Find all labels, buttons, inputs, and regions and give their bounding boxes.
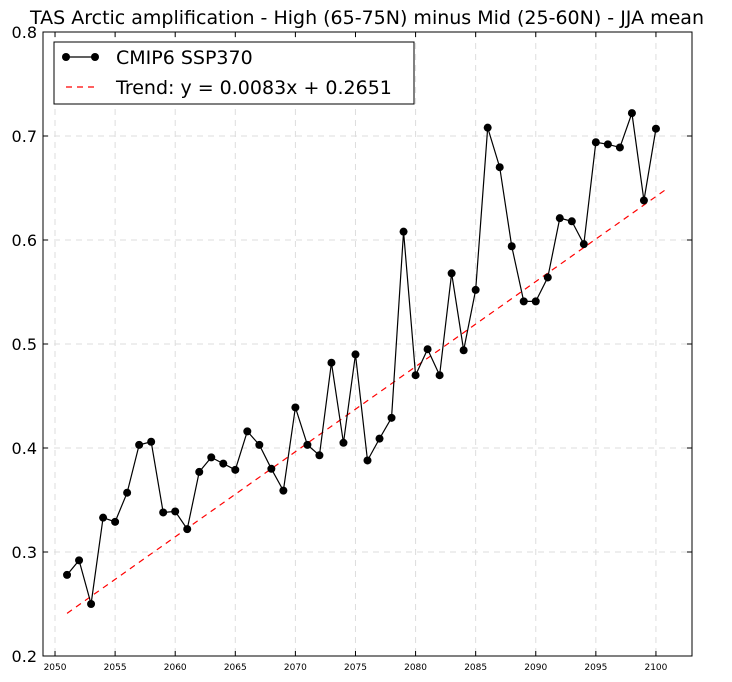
data-point: [99, 513, 108, 522]
data-point: [243, 427, 252, 436]
data-point: [147, 437, 156, 446]
legend-marker-series: [91, 53, 99, 61]
data-point: [267, 464, 276, 473]
data-point: [591, 138, 600, 147]
data-point: [531, 297, 540, 306]
trend-layer: [66, 187, 669, 614]
legend-label-series: CMIP6 SSP370: [116, 47, 253, 69]
data-point: [63, 570, 72, 579]
x-tick-label: 2050: [44, 663, 67, 673]
x-tick-label: 2075: [344, 663, 367, 673]
data-point: [135, 440, 144, 449]
data-point: [447, 269, 456, 278]
data-point: [255, 440, 264, 449]
data-point: [615, 143, 624, 152]
legend-box: [53, 41, 415, 105]
legend: CMIP6 SSP370 Trend: y = 0.0083x + 0.2651: [53, 41, 415, 105]
data-point: [123, 488, 132, 497]
data-point: [483, 123, 492, 132]
data-point: [519, 297, 528, 306]
x-tick-label: 2080: [404, 663, 427, 673]
data-point: [579, 240, 588, 249]
data-point: [567, 217, 576, 226]
axis-ticks: 2050 2055 2060 2065 2070 2075 2080 2085 2090 2095…: [12, 23, 692, 673]
x-tick-label: 2060: [164, 663, 187, 673]
data-point: [291, 403, 300, 412]
chart-title: TAS Arctic amplification - High (65-75N)…: [29, 7, 704, 29]
data-point: [159, 508, 168, 517]
series-line: [66, 112, 657, 605]
data-point: [75, 556, 84, 565]
trend-line: [66, 187, 669, 614]
data-point: [435, 371, 444, 380]
x-tick-label: 2100: [644, 663, 667, 673]
data-point: [303, 440, 312, 449]
data-point: [183, 525, 192, 534]
data-point: [327, 358, 336, 367]
data-point: [351, 350, 360, 359]
y-tick-label: 0.5: [12, 335, 37, 354]
series-layer: [63, 109, 660, 608]
y-tick-label: 0.7: [12, 127, 37, 146]
x-tick-label: 2095: [584, 663, 607, 673]
x-tick-label: 2070: [284, 663, 307, 673]
data-point: [231, 465, 240, 474]
legend-marker-series: [62, 53, 70, 61]
data-point: [603, 140, 612, 149]
x-tick-label: 2085: [464, 663, 487, 673]
y-tick-label: 0.6: [12, 231, 37, 250]
data-point: [639, 196, 648, 205]
data-point: [219, 459, 228, 468]
data-point: [387, 413, 396, 422]
data-point: [651, 124, 660, 133]
data-point: [171, 507, 180, 516]
data-point: [375, 434, 384, 443]
data-point: [627, 109, 636, 118]
data-point: [555, 214, 564, 223]
data-point: [471, 285, 480, 294]
y-tick-label: 0.4: [12, 439, 37, 458]
legend-label-trend: Trend: y = 0.0083x + 0.2651: [115, 77, 392, 99]
data-point: [459, 346, 468, 355]
data-point: [543, 273, 552, 282]
data-point: [495, 163, 504, 172]
y-tick-label: 0.8: [12, 23, 37, 42]
data-point: [279, 486, 288, 495]
y-tick-label: 0.2: [12, 647, 37, 666]
data-point: [363, 456, 372, 465]
data-point: [423, 345, 432, 354]
data-point: [87, 600, 96, 608]
data-point: [399, 227, 408, 236]
data-point: [195, 467, 204, 476]
y-tick-label: 0.3: [12, 543, 37, 562]
data-point: [507, 242, 516, 251]
grid: [43, 32, 692, 656]
data-point: [315, 451, 324, 460]
data-point: [411, 371, 420, 380]
x-tick-label: 2090: [524, 663, 547, 673]
data-point: [207, 453, 216, 462]
data-point: [111, 517, 120, 526]
x-tick-label: 2055: [104, 663, 127, 673]
data-point: [339, 438, 348, 447]
x-tick-label: 2065: [224, 663, 247, 673]
